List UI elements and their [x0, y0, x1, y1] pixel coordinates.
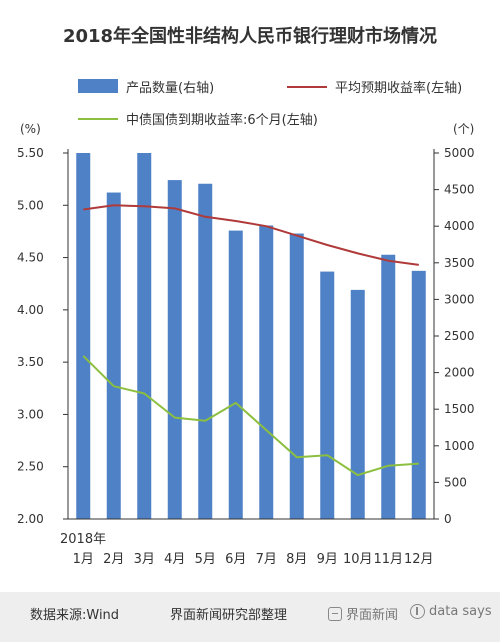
- legend-label: 中债国债到期收益率:6个月(左轴): [126, 112, 318, 128]
- bar-5月: [198, 183, 213, 519]
- x-axis: 2018年 1月 2月 3月 4月 5月 6月 7月 8月 9月 10月 11月 12月: [60, 518, 434, 567]
- left-tick-label: 4.50: [17, 251, 44, 265]
- bar-3月: [137, 153, 152, 519]
- right-tick-label: 2000: [444, 366, 475, 380]
- left-tick-label: 4.00: [17, 303, 44, 317]
- source-note: 数据来源:Wind: [30, 608, 120, 623]
- legend-swatch-bar: [78, 79, 118, 93]
- x-tick-label: 2月: [103, 552, 124, 567]
- left-tick-label: 5.50: [17, 146, 44, 160]
- line-series: [82, 204, 419, 477]
- right-tick-label: 4000: [444, 219, 475, 233]
- legend: 产品数量(右轴) 平均预期收益率(左轴) 中债国债到期收益率:6个月(左轴): [78, 79, 462, 128]
- x-tick-label: 1月: [73, 552, 94, 567]
- left-tick-label: 3.00: [17, 407, 44, 421]
- right-tick-label: 500: [444, 475, 467, 489]
- x-tick-label: 12月: [404, 552, 434, 567]
- brand-datasays-label: data says: [429, 604, 492, 619]
- bar-series: [76, 153, 426, 520]
- bar-6月: [228, 230, 243, 520]
- bar-12月: [411, 270, 426, 519]
- left-tick-label: 3.50: [17, 355, 44, 369]
- brand-jiemian: 界面新闻: [328, 604, 398, 623]
- right-axis: (个) 0 500 1000 1500 2000 2500 3000 3500 4000 4500 5…: [433, 122, 475, 526]
- x-tick-label: 7月: [256, 552, 277, 567]
- line-series-1: [83, 204, 419, 266]
- x-tick-label: 4月: [164, 552, 185, 567]
- bar-10月: [350, 289, 365, 519]
- right-tick-label: 1500: [444, 402, 475, 416]
- credit-note: 界面新闻研究部整理: [170, 608, 288, 623]
- x-tick-label: 6月: [225, 552, 246, 567]
- bar-2月: [106, 192, 121, 519]
- x-year-label: 2018年: [60, 532, 106, 547]
- x-tick-label: 11月: [373, 552, 403, 567]
- chart-canvas: 产品数量(右轴) 平均预期收益率(左轴) 中债国债到期收益率:6个月(左轴) (%)…: [17, 79, 475, 567]
- x-tick-label: 3月: [134, 552, 155, 567]
- x-tick-label: 5月: [195, 552, 216, 567]
- left-tick-label: 2.00: [17, 512, 44, 526]
- right-tick-label: 2500: [444, 329, 475, 343]
- x-tick-label: 10月: [343, 552, 373, 567]
- legend-label: 平均预期收益率(左轴): [335, 80, 462, 96]
- footer: 数据来源:Wind 界面新闻研究部整理 界面新闻 data says: [0, 592, 500, 642]
- bar-4月: [167, 180, 182, 520]
- brand-jiemian-label: 界面新闻: [346, 608, 399, 623]
- bar-8月: [289, 233, 304, 519]
- brand-datasays: data says: [410, 604, 492, 619]
- left-axis-unit: (%): [20, 122, 41, 136]
- x-tick-label: 9月: [317, 552, 338, 567]
- bar-9月: [320, 271, 335, 519]
- left-tick-label: 2.50: [17, 460, 44, 474]
- right-tick-label: 1000: [444, 439, 475, 453]
- left-axis: (%) 2.00 2.50 3.00 3.50 4.00 4.50 5.00 5.50: [17, 122, 69, 526]
- datasays-logo-icon: [410, 604, 425, 619]
- x-tick-label: 8月: [286, 552, 307, 567]
- left-tick-label: 5.00: [17, 198, 44, 212]
- bar-1月: [76, 153, 91, 519]
- legend-label: 产品数量(右轴): [126, 81, 214, 96]
- right-tick-label: 3500: [444, 256, 475, 270]
- right-tick-label: 4500: [444, 183, 475, 197]
- right-axis-unit: (个): [453, 122, 474, 136]
- chart-title: 2018年全国性非结构人民币银行理财市场情况: [62, 26, 438, 47]
- right-tick-label: 5000: [444, 146, 475, 160]
- bar-7月: [259, 225, 274, 519]
- jiemian-logo-icon: [328, 606, 342, 621]
- right-tick-label: 3000: [444, 292, 475, 306]
- line-series-2: [82, 355, 419, 477]
- right-tick-label: 0: [444, 512, 452, 526]
- bar-11月: [381, 254, 396, 520]
